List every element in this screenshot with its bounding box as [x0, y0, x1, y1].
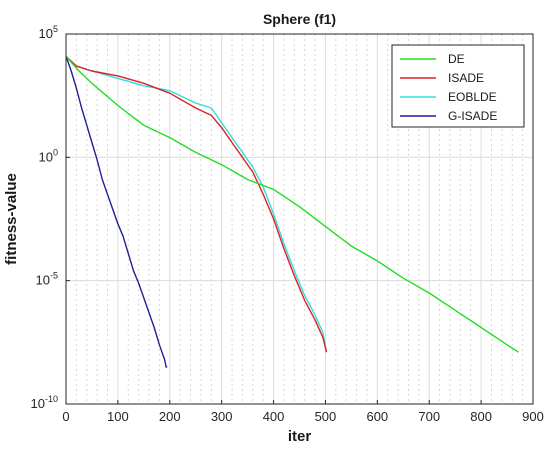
y-tick-label: 10-10 [31, 394, 58, 411]
x-tick-label: 400 [263, 409, 285, 424]
y-tick-label: 100 [39, 147, 58, 164]
y-tick-base: 10 [31, 396, 45, 411]
plot-frame [65, 33, 534, 405]
y-tick-exponent: -5 [50, 271, 58, 281]
y-tick-exponent: -10 [45, 394, 58, 404]
series-line-isade [65, 55, 328, 353]
y-tick-label: 105 [39, 24, 58, 41]
legend-label: DE [448, 52, 465, 66]
series-line-g-isade [65, 55, 168, 368]
x-tick-label: 800 [470, 409, 492, 424]
legend-label: G-ISADE [448, 109, 497, 123]
series-line-eoblde [65, 55, 328, 353]
x-ticks: 0 100 200 300 400 500 600 700 800 900 [62, 400, 544, 424]
legend-label: EOBLDE [448, 90, 497, 104]
y-tick-exponent: 0 [53, 147, 58, 157]
legend-label: ISADE [448, 71, 484, 85]
y-tick-label: 10-5 [36, 271, 58, 288]
x-tick-label: 300 [211, 409, 233, 424]
chart-title: Sphere (f1) [263, 11, 336, 27]
series-layer [65, 55, 519, 368]
legend: DE ISADE EOBLDE G-ISADE [391, 44, 525, 128]
y-tick-exponent: 5 [53, 24, 58, 34]
y-tick-base: 10 [39, 26, 53, 41]
x-tick-label: 500 [315, 409, 337, 424]
x-tick-label: 0 [62, 409, 69, 424]
y-tick-base: 10 [36, 273, 50, 288]
x-tick-label: 200 [159, 409, 181, 424]
series-line-de [65, 55, 519, 353]
y-axis-label: fitness-value [3, 173, 20, 265]
x-axis-label: iter [288, 428, 312, 445]
x-tick-label: 700 [418, 409, 440, 424]
x-tick-label: 100 [107, 409, 129, 424]
y-tick-base: 10 [39, 149, 53, 164]
x-tick-label: 900 [522, 409, 544, 424]
x-tick-label: 600 [366, 409, 388, 424]
